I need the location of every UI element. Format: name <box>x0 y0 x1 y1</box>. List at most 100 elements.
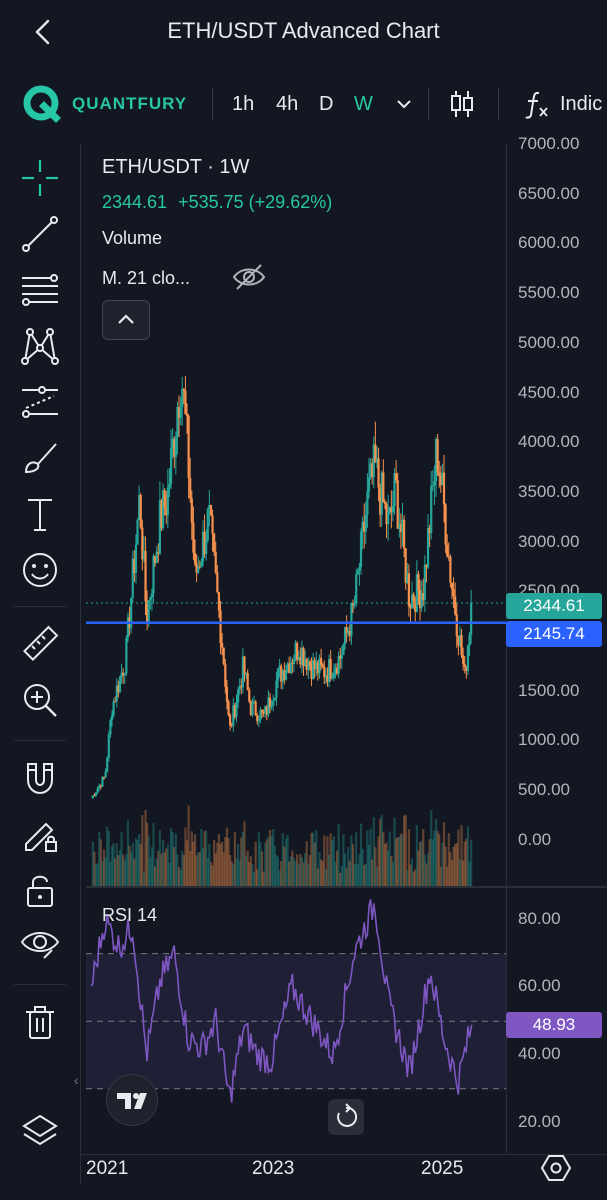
timeframe-w[interactable]: W <box>354 93 373 115</box>
volume-bar <box>146 822 149 886</box>
timeframe-1h[interactable]: 1h <box>232 93 255 115</box>
volume-bar <box>283 846 286 886</box>
candle-body <box>138 495 141 520</box>
candle-body <box>278 665 281 669</box>
tradingview-logo-icon[interactable] <box>106 1074 158 1126</box>
candle-body <box>141 527 144 560</box>
volume-indicator-label[interactable]: Volume <box>102 228 163 248</box>
price-axis-label: 3000.00 <box>518 531 580 551</box>
ruler-icon[interactable] <box>20 624 60 664</box>
crosshair-icon[interactable] <box>20 158 60 198</box>
timeframe-4h[interactable]: 4h <box>276 93 299 115</box>
back-arrow-icon[interactable] <box>28 16 60 48</box>
candle-body <box>93 795 96 797</box>
candle-body <box>123 673 126 676</box>
candle-body <box>468 635 471 646</box>
candle-body <box>163 490 166 508</box>
candle-body <box>420 593 423 609</box>
indicators-button[interactable]: Indic <box>560 93 603 115</box>
brush-icon[interactable] <box>20 438 60 478</box>
price-chart[interactable] <box>86 144 506 1154</box>
settings-hexagon-icon[interactable] <box>540 1152 572 1184</box>
candle-body <box>439 475 442 486</box>
volume-bar <box>449 852 452 886</box>
volume-bar <box>299 853 302 886</box>
candle-body <box>410 594 414 609</box>
trash-icon[interactable] <box>20 1002 60 1042</box>
candle-body <box>399 524 403 532</box>
collapse-legend-button[interactable] <box>102 300 150 340</box>
volume-bar <box>233 832 237 886</box>
volume-bar <box>407 829 410 886</box>
text-tool-icon[interactable] <box>20 494 60 534</box>
candle-body <box>195 563 198 573</box>
trend-line-icon[interactable] <box>20 214 60 254</box>
price-axis[interactable] <box>506 144 607 1154</box>
candle-body <box>404 548 407 583</box>
volume-bar <box>153 866 157 886</box>
volume-bar <box>452 846 455 886</box>
volume-bar <box>387 850 390 886</box>
candle-body <box>131 558 134 599</box>
pane-separator[interactable] <box>86 886 607 888</box>
fib-retracement-icon[interactable] <box>20 270 60 310</box>
volume-bar <box>120 832 123 886</box>
volume-bar <box>203 831 206 886</box>
candle-body <box>364 514 367 532</box>
unlock-icon[interactable] <box>20 870 60 910</box>
volume-bar <box>345 868 348 886</box>
candle-body <box>158 500 161 554</box>
candle-body <box>130 598 133 628</box>
volume-bar <box>409 864 412 886</box>
expand-sidebar-chevron-icon[interactable]: ‹ <box>74 1072 79 1088</box>
volume-bar <box>431 839 434 886</box>
function-fx-icon[interactable] <box>522 88 554 120</box>
lock-drawing-icon[interactable] <box>20 814 60 854</box>
candle-body <box>339 655 342 659</box>
chevron-down-icon[interactable] <box>388 88 420 120</box>
volume-bar <box>221 841 224 886</box>
moving-average-label[interactable]: M. 21 clo... <box>102 268 191 288</box>
volume-bar <box>428 839 431 886</box>
rsi-indicator-label[interactable]: RSI 14 <box>102 905 158 925</box>
candle-body <box>104 771 107 778</box>
volume-bar <box>308 855 312 886</box>
rsi-value-tag: 48.93 <box>506 1012 602 1038</box>
candle-body <box>444 504 447 545</box>
volume-bar <box>101 861 104 886</box>
volume-bar <box>211 865 214 886</box>
candle-body <box>412 594 415 602</box>
reset-chart-icon[interactable] <box>328 1099 364 1135</box>
eye-visibility-icon[interactable] <box>20 924 60 964</box>
eye-hidden-icon[interactable] <box>232 262 266 292</box>
volume-bar <box>444 846 447 886</box>
horizontal-line-tag[interactable]: 2145.74 <box>506 621 602 647</box>
sidebar-divider <box>14 984 66 985</box>
candle-body <box>407 573 410 607</box>
forecast-tool-icon[interactable] <box>20 382 60 422</box>
candle-body <box>173 438 176 457</box>
candlestick-type-icon[interactable] <box>446 88 478 120</box>
magnet-icon[interactable] <box>20 758 60 798</box>
volume-bar <box>251 864 254 886</box>
volume-bar <box>192 841 195 886</box>
candle-body <box>450 582 454 590</box>
smiley-icon[interactable] <box>20 550 60 590</box>
candle-body <box>122 672 125 676</box>
candle-body <box>345 627 348 634</box>
volume-bar <box>165 848 168 886</box>
candle-body <box>219 610 222 644</box>
candle-body <box>359 531 363 568</box>
pattern-tool-icon[interactable] <box>20 326 60 366</box>
volume-bar <box>310 832 313 886</box>
zoom-in-icon[interactable] <box>20 680 60 720</box>
layers-icon[interactable] <box>20 1112 60 1152</box>
time-axis-label: 2023 <box>252 1158 295 1179</box>
rsi-pane[interactable] <box>86 888 506 1154</box>
volume-bar <box>118 850 122 886</box>
candle-body <box>182 388 185 391</box>
volume-bar <box>382 832 385 886</box>
volume-bar <box>198 852 201 886</box>
timeframe-d[interactable]: D <box>319 93 334 115</box>
candle-body <box>270 705 273 708</box>
